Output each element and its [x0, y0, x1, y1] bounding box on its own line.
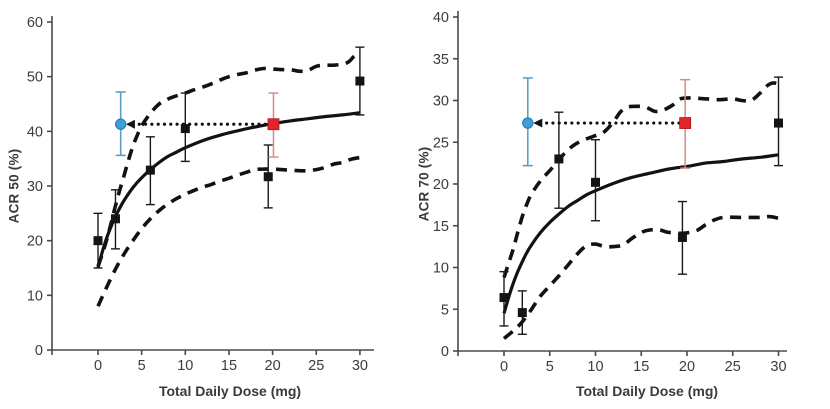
y-tick-label: 50 [27, 70, 43, 86]
acr50-panel: 0 10 20 30 40 50 60 0 5 10 15 20 25 30 ACR 50 (%) Tot… [6, 15, 374, 399]
ci-upper-dashed-curve [96, 53, 361, 267]
y-tick-label: 5 [441, 302, 449, 318]
y-tick-label: 40 [27, 124, 43, 140]
y-tick-label: 15 [433, 219, 449, 235]
red-square-reference-marker [679, 117, 692, 129]
observed-square-marker [355, 76, 365, 86]
observed-square-marker [774, 118, 783, 128]
x-tick-label: 0 [500, 359, 508, 375]
y-tick-label: 20 [27, 234, 43, 250]
x-tick-label: 20 [679, 359, 695, 375]
observed-square-marker [677, 232, 687, 242]
acr70-y-axis-title: ACR 70 (%) [416, 146, 432, 222]
x-tick-label: 30 [770, 359, 786, 375]
acr50-x-axis-title: Total Daily Dose (mg) [158, 383, 302, 399]
ci-lower-dashed-curve [502, 214, 779, 340]
observed-square-marker [554, 154, 564, 164]
y-tick-label: 0 [441, 344, 449, 360]
x-tick-label: 10 [177, 358, 193, 374]
x-tick-label: 5 [138, 358, 146, 374]
y-tick-label: 0 [35, 343, 43, 359]
x-tick-label: 25 [725, 359, 741, 375]
x-tick-label: 30 [352, 358, 368, 374]
blue-circle-reference-marker [522, 117, 534, 129]
red-square-reference-marker [267, 118, 280, 131]
axes [453, 11, 787, 356]
acr70-panel: 0 5 10 15 20 25 30 35 40 0 5 10 15 20 25 30 ACR 70 (%) … [415, 0, 830, 409]
x-tick-label: 0 [94, 358, 102, 374]
y-tick-label: 60 [27, 15, 43, 31]
left-arrowhead-icon [125, 119, 135, 129]
ci-upper-dashed-curve [502, 81, 779, 279]
x-tick-label: 15 [221, 358, 237, 374]
y-tick-label: 25 [433, 135, 449, 151]
ci-lower-dashed-curve [96, 155, 361, 308]
acr70-chart: 0 5 10 15 20 25 30 35 40 0 5 10 15 20 25 30 [433, 10, 787, 375]
observed-square-marker [145, 165, 155, 175]
observed-square-marker [263, 172, 273, 182]
observed-square-marker [110, 214, 120, 224]
acr70-x-axis-title: Total Daily Dose (mg) [575, 383, 719, 399]
x-tick-label: 25 [308, 358, 324, 374]
observed-square-marker [499, 293, 509, 303]
y-tick-label: 30 [27, 179, 43, 195]
y-tick-label: 35 [433, 52, 449, 68]
y-tick-label: 20 [433, 177, 449, 193]
left-arrowhead-icon [533, 118, 543, 128]
observed-square-marker [517, 308, 527, 318]
acr50-y-axis-title: ACR 50 (%) [6, 148, 22, 224]
x-tick-label: 20 [265, 358, 281, 374]
x-tick-label: 15 [633, 359, 649, 375]
observed-square-marker [180, 124, 190, 134]
x-tick-label: 10 [587, 359, 603, 375]
observed-square-marker [93, 236, 103, 246]
blue-circle-reference-marker [114, 118, 127, 130]
y-tick-label: 10 [27, 288, 43, 304]
observed-square-marker [591, 177, 600, 187]
x-tick-label: 5 [546, 359, 554, 375]
y-tick-label: 10 [433, 261, 449, 277]
y-tick-label: 40 [433, 10, 449, 26]
acr50-chart: 0 10 20 30 40 50 60 0 5 10 15 20 25 30 [27, 15, 374, 374]
y-tick-label: 30 [433, 94, 449, 110]
model-prediction-curve [502, 153, 779, 314]
axes [47, 16, 374, 355]
